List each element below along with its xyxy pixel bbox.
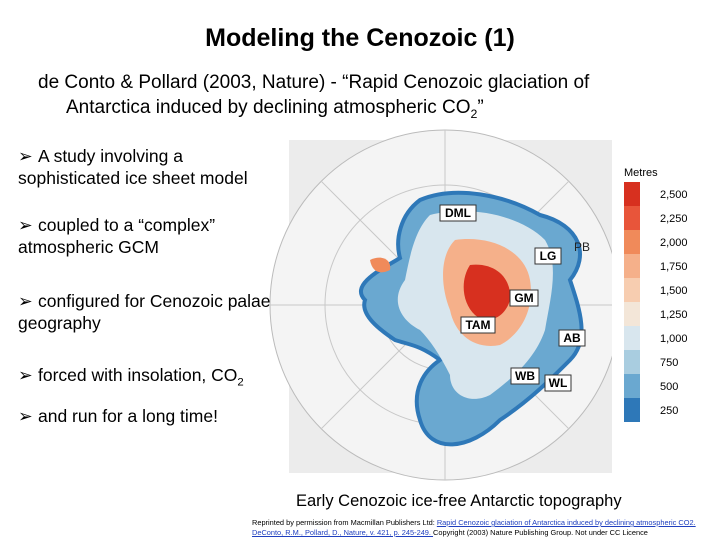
bullet-text: forced with insolation, CO	[38, 365, 238, 385]
bullet-icon: ➢	[18, 365, 33, 385]
bullet-text: A study involving a sophisticated ice sh…	[18, 146, 248, 188]
legend-swatch	[624, 206, 640, 230]
legend-label: 500	[660, 381, 678, 393]
legend-swatch	[624, 350, 640, 374]
legend-label: 1,500	[660, 285, 688, 297]
region	[370, 257, 391, 273]
bullet: ➢ and run for a long time!	[18, 405, 288, 427]
legend-label: 250	[660, 405, 678, 417]
bullet-text: and run for a long time!	[38, 406, 218, 426]
bullet: ➢ configured for Cenozoic palaeo-geograph…	[18, 290, 288, 334]
map-label: LG	[540, 249, 557, 263]
label-box	[534, 247, 562, 265]
map-label: WL	[549, 376, 568, 390]
bullet-text: configured for Cenozoic palaeo-geography	[18, 291, 287, 333]
map-label: PB	[574, 240, 590, 254]
label-box	[544, 374, 572, 392]
map-label: GM	[514, 291, 533, 305]
legend-label: 1,750	[660, 261, 688, 273]
bullet-icon: ➢	[18, 215, 33, 235]
label-box	[558, 329, 586, 347]
legend-label: 2,000	[660, 237, 688, 249]
credit-text: Copyright (2003) Nature Publishing Group…	[433, 528, 648, 537]
legend-swatch	[624, 302, 640, 326]
legend-swatch	[624, 398, 640, 422]
figure-caption: Early Cenozoic ice-free Antarctic topogr…	[296, 492, 622, 510]
subtitle-line: de Conto & Pollard (2003, Nature) - “Rap…	[38, 72, 590, 93]
bullet-icon: ➢	[18, 146, 33, 166]
bullet: ➢ forced with insolation, CO2	[18, 364, 288, 394]
legend-swatch	[624, 326, 640, 350]
legend-swatch	[624, 254, 640, 278]
legend-label: 2,250	[660, 213, 688, 225]
subtitle-line: Antarctica induced by declining atmosphe…	[66, 97, 484, 121]
legend-swatch	[624, 182, 640, 206]
legend-swatch	[624, 230, 640, 254]
map-label: WB	[515, 369, 535, 383]
legend-label: 2,500	[660, 189, 688, 201]
label-box	[439, 204, 477, 222]
bullet: ➢ coupled to a “complex” atmospheric GCM	[18, 214, 288, 258]
credit: Reprinted by permission from Macmillan P…	[252, 518, 718, 538]
subtitle-text: ”	[477, 97, 484, 118]
legend-swatch	[624, 278, 640, 302]
subtitle-text: Antarctica induced by declining atmosphe…	[66, 97, 471, 118]
legend-label: 1,250	[660, 309, 688, 321]
map-label: TAM	[465, 318, 490, 332]
credit-link[interactable]: Rapid Cenozoic glaciation of Antarctica …	[252, 518, 696, 537]
label-box	[460, 316, 496, 334]
bullet-icon: ➢	[18, 406, 33, 426]
subscript: 2	[470, 106, 478, 121]
legend-swatch	[624, 374, 640, 398]
bullet: ➢ A study involving a sophisticated ice s…	[18, 145, 288, 189]
bullet-text: coupled to a “complex” atmospheric GCM	[18, 215, 216, 257]
region	[463, 264, 511, 320]
credit-text: Reprinted by permission from Macmillan P…	[252, 518, 437, 527]
bullet-icon: ➢	[18, 291, 33, 311]
map-label: AB	[563, 331, 581, 345]
legend-label: 750	[660, 357, 678, 369]
map-label: DML	[445, 206, 471, 220]
map-labels: DML PB LG GM TAM AB WB WL	[439, 204, 590, 392]
legend-label: 1,000	[660, 333, 688, 345]
subscript: 2	[237, 376, 244, 389]
label-box	[510, 367, 540, 385]
legend-title: Metres	[624, 167, 658, 179]
label-box	[509, 289, 539, 307]
colorbar: 2,500 2,250 2,000 1,750 1,500 1,250 1,000 750 50…	[624, 182, 688, 422]
slide-title: Modeling the Cenozoic (1)	[205, 24, 515, 52]
